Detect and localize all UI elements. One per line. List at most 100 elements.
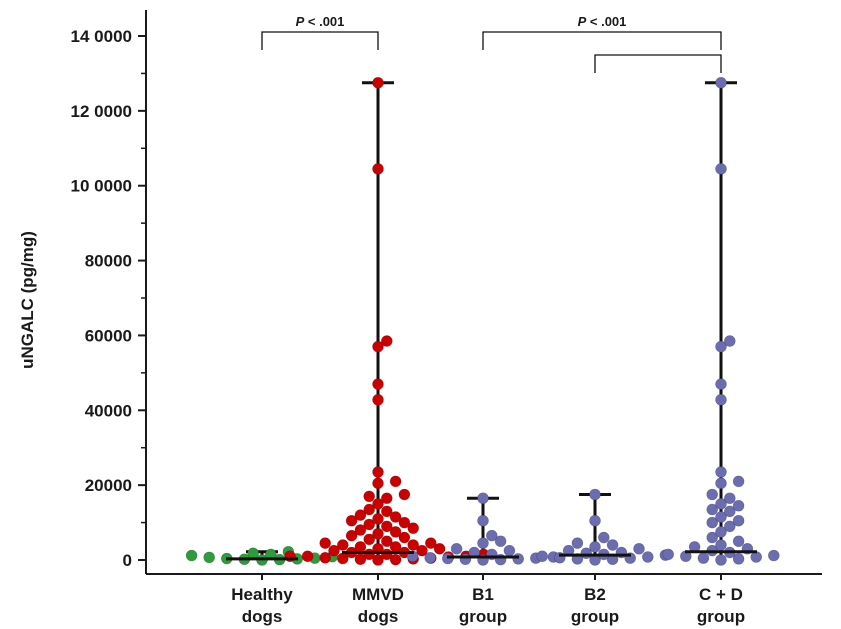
data-point (723, 335, 736, 347)
data-point (485, 529, 498, 542)
data-point (424, 537, 437, 549)
data-point (319, 537, 332, 549)
data-point (512, 553, 525, 565)
whisker-bars (246, 81, 737, 560)
data-point (407, 539, 420, 551)
significance-bracket (594, 54, 722, 73)
y-tick-label: 10 0000 (71, 177, 132, 196)
data-point (372, 513, 384, 525)
data-point (345, 514, 358, 527)
data-point (372, 394, 384, 406)
data-point (247, 547, 259, 560)
category-label-line2: group (697, 607, 745, 626)
category-label-line1: B2 (584, 585, 606, 604)
data-point (715, 554, 727, 566)
data-point (363, 533, 376, 546)
category-label-line2: dogs (242, 607, 283, 626)
data-point (389, 511, 402, 523)
data-point (372, 466, 384, 478)
category-label-line2: group (459, 607, 507, 626)
data-point (494, 535, 507, 548)
category-label-line1: C + D (699, 585, 743, 604)
median-lines (226, 550, 757, 561)
significance-label: P < .001 (578, 14, 627, 29)
data-point (433, 542, 446, 555)
data-point (732, 475, 745, 488)
data-point (372, 527, 384, 540)
data-point (723, 520, 736, 533)
category-label-line2: dogs (358, 607, 399, 626)
data-point (372, 498, 384, 510)
data-point (571, 537, 584, 549)
data-point (697, 552, 710, 564)
y-tick-label: 12 0000 (71, 102, 132, 121)
data-point (662, 548, 675, 561)
data-point (319, 551, 332, 564)
data-point (477, 537, 489, 549)
data-point (477, 492, 489, 505)
data-point (706, 488, 719, 501)
data-point (380, 520, 393, 533)
data-point (723, 505, 736, 518)
data-point (389, 526, 402, 538)
data-point (389, 475, 402, 488)
data-point (354, 509, 367, 521)
data-point (597, 531, 610, 544)
data-point (715, 163, 727, 175)
data-point (398, 488, 411, 501)
data-point (723, 492, 736, 505)
data-point (363, 490, 376, 503)
data-point (328, 544, 340, 557)
data-point (715, 340, 727, 353)
y-ticks: 0 20000 40000 60000 80000 10 0000 12 0000 14 00… (71, 27, 146, 570)
data-point (345, 529, 358, 542)
data-point (372, 340, 384, 353)
data-point (354, 524, 367, 536)
data-point (715, 511, 727, 523)
data-point (715, 539, 727, 551)
data-point (732, 499, 745, 512)
data-point (380, 535, 393, 548)
data-point (380, 335, 393, 347)
data-point (398, 516, 411, 529)
data-point (363, 503, 376, 516)
data-point (715, 526, 727, 538)
category-label-line1: B1 (472, 585, 494, 604)
data-point (363, 518, 376, 531)
category-label-line2: group (571, 607, 619, 626)
y-tick-label: 40000 (85, 401, 132, 420)
data-point (715, 466, 727, 478)
data-point (380, 492, 393, 505)
category-label-line1: Healthy (231, 585, 293, 604)
significance-bracket (482, 31, 722, 50)
data-points (185, 76, 780, 566)
data-point (380, 505, 393, 518)
data-point (450, 542, 463, 555)
data-point (641, 551, 654, 563)
data-point (372, 76, 384, 89)
category-labels: Healthy dogs MMVD dogs B1 group B2 group C + D gr… (231, 574, 745, 626)
data-point (407, 522, 420, 534)
data-point (336, 539, 349, 551)
data-point (706, 531, 719, 544)
data-point (389, 553, 402, 566)
y-tick-label: 14 0000 (71, 27, 132, 46)
data-point (398, 531, 411, 544)
data-point (633, 542, 645, 555)
significance-annotations: P < .001 P < .001 (261, 14, 722, 73)
category-label-line1: MMVD (352, 585, 404, 604)
data-point (706, 503, 719, 516)
data-point (372, 477, 384, 490)
data-point (589, 488, 601, 501)
data-point (372, 378, 384, 390)
data-point (503, 544, 516, 557)
data-point (477, 514, 489, 527)
data-point (715, 394, 727, 406)
data-point (416, 544, 428, 557)
y-axis-title: uNGALC (pg/mg) (18, 231, 37, 369)
data-point (732, 514, 745, 527)
y-tick-label: 0 (123, 551, 132, 570)
data-point (424, 551, 437, 564)
data-point (185, 549, 198, 562)
